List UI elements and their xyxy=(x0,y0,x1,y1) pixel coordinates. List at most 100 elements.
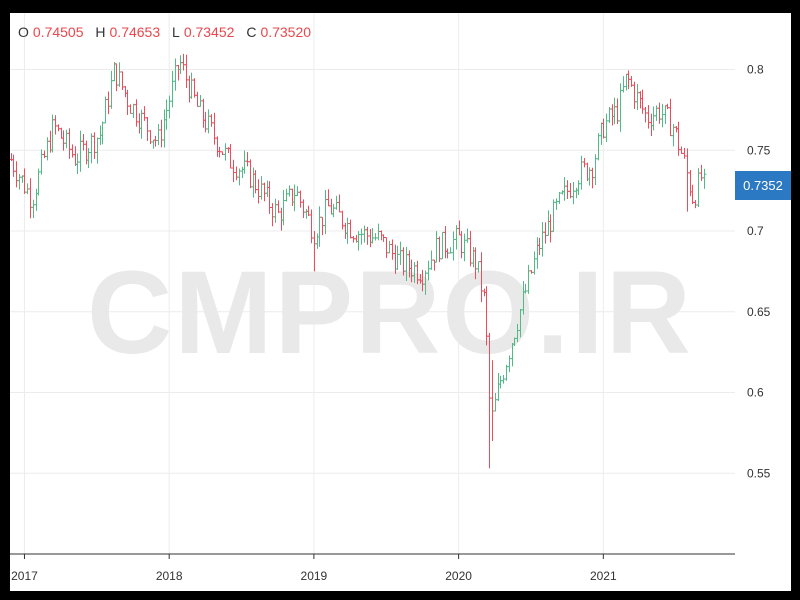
ohlc-bar xyxy=(192,78,197,98)
ohlc-bar xyxy=(195,91,200,107)
ohlc-bar xyxy=(574,187,579,199)
ohlc-bar xyxy=(295,186,300,197)
ohlc-bar xyxy=(78,130,83,172)
ohlc-bar xyxy=(557,191,562,204)
ohlc-bar xyxy=(281,190,286,226)
ohlc-bar xyxy=(604,113,609,143)
ohlc-bar xyxy=(167,95,172,119)
ohlc-bar xyxy=(326,189,331,207)
low-label: L xyxy=(172,24,180,40)
y-axis: 0.55 0.6 0.65 0.7 0.75 0.8 xyxy=(747,63,771,481)
ohlc-bar xyxy=(42,150,47,159)
ohlc-bar xyxy=(256,179,261,204)
ohlc-bar xyxy=(362,225,367,243)
ohlc-bar xyxy=(699,164,704,181)
ohlc-bar xyxy=(571,181,576,205)
y-tick-label: 0.65 xyxy=(747,305,771,319)
ohlc-bar xyxy=(601,118,606,139)
ohlc-bar xyxy=(176,64,181,81)
ohlc-bar xyxy=(81,134,86,151)
ohlc-bar xyxy=(370,228,375,244)
ohlc-bar xyxy=(14,161,19,188)
ohlc-bar xyxy=(173,58,178,91)
ohlc-bar xyxy=(184,54,189,89)
ohlc-bar xyxy=(151,139,156,149)
ohlc-bar xyxy=(89,133,94,164)
ohlc-bar xyxy=(11,154,16,177)
ohlc-bar xyxy=(624,73,629,91)
ohlc-bar xyxy=(576,180,581,196)
ohlc-bar xyxy=(231,159,236,183)
ohlc-bar xyxy=(651,106,656,131)
ohlc-bar xyxy=(117,62,122,87)
ohlc-bar xyxy=(134,99,139,127)
high-label: H xyxy=(95,24,106,40)
ohlc-bar xyxy=(45,137,50,161)
ohlc-bar xyxy=(632,81,637,110)
ohlc-bar xyxy=(585,162,590,182)
ohlc-bar xyxy=(212,112,217,145)
ohlc-bar xyxy=(48,130,53,153)
ohlc-bar xyxy=(209,114,214,127)
ohlc-bar xyxy=(279,207,284,231)
x-axis: 2017 2018 2019 2020 2021 xyxy=(11,554,617,583)
ohlc-bar xyxy=(493,392,498,412)
ohlc-bar xyxy=(181,53,186,71)
ohlc-bar xyxy=(109,70,114,109)
ohlc-bar xyxy=(123,86,128,98)
close-value: 0.73520 xyxy=(260,24,312,40)
ohlc-bar xyxy=(657,102,662,124)
ohlc-bar xyxy=(114,63,119,92)
ohlc-bar xyxy=(582,158,587,168)
ohlc-bar xyxy=(228,144,233,169)
ohlc-bar xyxy=(206,109,211,134)
y-tick-label: 0.55 xyxy=(747,466,771,480)
ohlc-bar xyxy=(75,153,80,175)
ohlc-bar xyxy=(145,116,150,141)
ohlc-bar xyxy=(131,103,136,118)
ohlc-bar xyxy=(22,168,27,194)
ohlc-bar xyxy=(64,129,69,149)
last-price-tag: 0.7352 xyxy=(735,171,791,200)
ohlc-bar xyxy=(270,203,275,227)
x-tick-label: 2020 xyxy=(445,569,472,583)
ohlc-bar xyxy=(170,70,175,108)
ohlc-bar xyxy=(28,178,33,219)
ohlc-bar xyxy=(565,180,570,199)
ohlc-bar xyxy=(301,199,306,219)
ohlc-bar xyxy=(139,109,144,139)
ohlc-bar xyxy=(317,206,322,247)
ohlc-bar xyxy=(100,121,105,145)
x-tick-label: 2021 xyxy=(590,569,617,583)
ohlc-bar xyxy=(287,185,292,197)
ohlc-bar xyxy=(70,144,75,158)
ohlc-bar xyxy=(31,199,36,219)
ohlc-bar xyxy=(304,208,309,219)
ohlc-bar xyxy=(36,168,41,196)
ohlc-bar xyxy=(67,128,72,159)
ohlc-bar xyxy=(215,136,220,157)
ohlc-bar xyxy=(153,135,158,147)
ohlc-bar xyxy=(381,234,386,242)
ohlc-bar xyxy=(638,91,643,109)
ohlc-bar xyxy=(696,168,701,207)
ohlc-bar xyxy=(125,89,130,116)
ohlc-chart[interactable]: CMPRO.IR 0.550.60.650.70.750.8 2017 2018 2… xyxy=(10,13,791,591)
ohlc-bar xyxy=(579,155,584,190)
ohlc-bar xyxy=(187,75,192,103)
ohlc-bar xyxy=(156,123,161,146)
ohlc-bar xyxy=(340,210,345,230)
low-value: 0.73452 xyxy=(183,24,235,40)
ohlc-bar xyxy=(337,194,342,213)
ohlc-bar xyxy=(331,203,336,218)
ohlc-bar xyxy=(596,133,601,161)
ohlc-bar xyxy=(137,113,142,134)
watermark: CMPRO.IR xyxy=(87,247,693,379)
ohlc-bar xyxy=(690,184,695,205)
ohlc-bar xyxy=(267,181,272,214)
x-tick-label: 2017 xyxy=(11,569,38,583)
ohlc-bar xyxy=(560,190,565,195)
ohlc-bar xyxy=(189,72,194,99)
ohlc-bar xyxy=(56,124,61,132)
ohlc-bar xyxy=(34,188,39,211)
